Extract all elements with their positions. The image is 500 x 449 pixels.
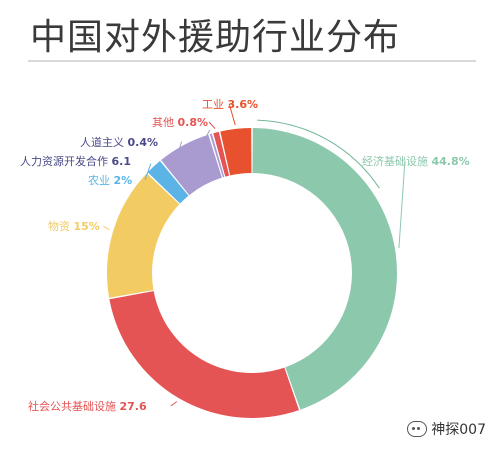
- slice-economic: [252, 128, 398, 410]
- label-other: 其他 0.8%: [152, 116, 208, 129]
- leader-agriculture: [144, 163, 152, 181]
- leader-supplies: [103, 225, 110, 231]
- slice-other: [213, 131, 230, 177]
- leader-other: [208, 121, 216, 129]
- watermark-text: 神探007: [431, 422, 486, 438]
- label-social: 社会公共基础设施 27.6: [28, 399, 147, 413]
- leader-economic: [398, 160, 406, 249]
- leader-humanitarian: [203, 129, 211, 143]
- watermark: 神探007: [407, 419, 486, 439]
- labels-group: 经济基础设施 44.8% 社会公共基础设施 27.6 物资 15% 农业 2% 人力资源…: [20, 98, 470, 413]
- slices-group: [107, 128, 398, 418]
- label-industry: 工业 3.6%: [202, 98, 258, 111]
- label-supplies: 物资 15%: [48, 219, 100, 233]
- slice-industry: [220, 128, 252, 176]
- leader-hr: [175, 141, 183, 162]
- leader-social: [170, 401, 178, 407]
- slice-supplies: [107, 173, 180, 298]
- leader-lines-group: [103, 103, 406, 407]
- label-agriculture: 农业 2%: [88, 173, 132, 187]
- label-hr: 人力资源开发合作 6.1: [20, 154, 131, 168]
- bracket-economic: [257, 119, 380, 189]
- chart-title: 中国对外援助行业分布: [30, 17, 401, 58]
- label-economic: 经济基础设施 44.8%: [362, 154, 470, 168]
- label-humanitarian: 人道主义 0.4%: [80, 135, 158, 149]
- leader-industry: [228, 103, 236, 126]
- slice-agriculture: [147, 160, 189, 204]
- slice-hr: [161, 134, 222, 196]
- slice-humanitarian: [209, 133, 225, 178]
- slice-social: [109, 291, 299, 418]
- wechat-icon: [407, 421, 428, 437]
- title-divider: [28, 60, 476, 62]
